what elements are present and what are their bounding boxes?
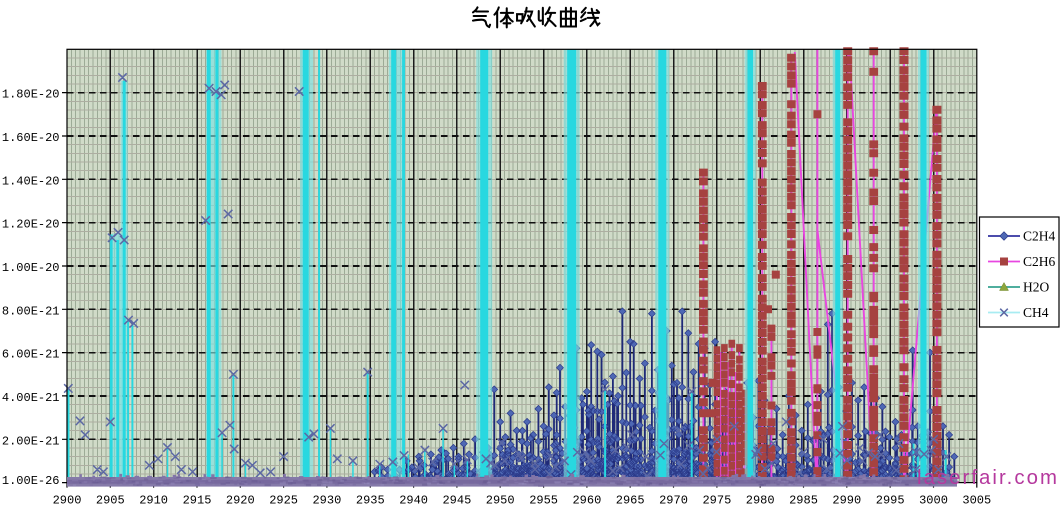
svg-text:1.40E-20: 1.40E-20 xyxy=(2,174,60,188)
svg-text:1.00E-20: 1.00E-20 xyxy=(2,261,60,275)
svg-text:2940: 2940 xyxy=(399,493,428,507)
svg-text:2975: 2975 xyxy=(702,493,731,507)
svg-text:2990: 2990 xyxy=(832,493,861,507)
svg-text:8.00E-21: 8.00E-21 xyxy=(2,304,60,318)
svg-text:1.60E-20: 1.60E-20 xyxy=(2,131,60,145)
svg-text:2910: 2910 xyxy=(139,493,168,507)
svg-text:CH4: CH4 xyxy=(1023,305,1049,320)
svg-text:2920: 2920 xyxy=(226,493,255,507)
svg-text:6.00E-21: 6.00E-21 xyxy=(2,348,60,362)
svg-text:1.80E-20: 1.80E-20 xyxy=(2,88,60,102)
svg-text:2985: 2985 xyxy=(789,493,818,507)
svg-text:2955: 2955 xyxy=(529,493,558,507)
svg-text:2980: 2980 xyxy=(746,493,775,507)
svg-text:H2O: H2O xyxy=(1023,280,1049,295)
svg-text:2935: 2935 xyxy=(356,493,385,507)
svg-text:2950: 2950 xyxy=(486,493,515,507)
svg-text:2930: 2930 xyxy=(312,493,341,507)
svg-text:3000: 3000 xyxy=(919,493,948,507)
svg-text:1.20E-20: 1.20E-20 xyxy=(2,218,60,232)
svg-text:2995: 2995 xyxy=(876,493,905,507)
svg-text:2900: 2900 xyxy=(53,493,82,507)
svg-text:3005: 3005 xyxy=(962,493,991,507)
svg-text:1.00E-26: 1.00E-26 xyxy=(2,474,60,488)
svg-text:4.00E-21: 4.00E-21 xyxy=(2,391,60,405)
svg-text:C2H4: C2H4 xyxy=(1023,229,1056,244)
svg-text:2965: 2965 xyxy=(616,493,645,507)
svg-text:C2H6: C2H6 xyxy=(1023,254,1056,269)
svg-text:laserfair.com: laserfair.com xyxy=(917,467,1059,489)
svg-text:2925: 2925 xyxy=(269,493,298,507)
svg-text:2.00E-21: 2.00E-21 xyxy=(2,434,60,448)
svg-text:2970: 2970 xyxy=(659,493,688,507)
svg-text:2960: 2960 xyxy=(572,493,601,507)
svg-text:2905: 2905 xyxy=(96,493,125,507)
svg-text:2915: 2915 xyxy=(183,493,212,507)
svg-text:2945: 2945 xyxy=(442,493,471,507)
